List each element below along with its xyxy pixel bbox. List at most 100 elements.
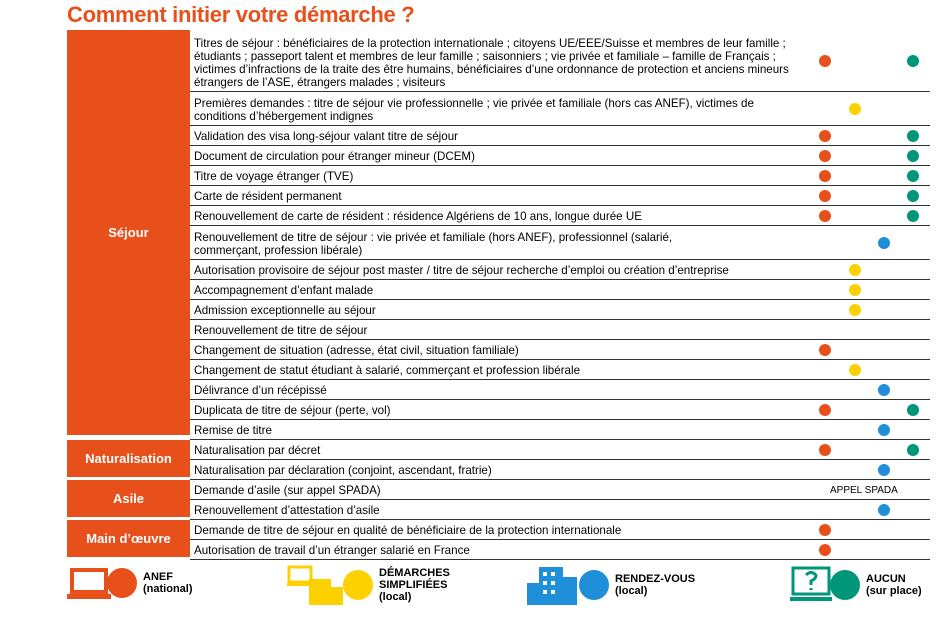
- dot: [819, 343, 831, 356]
- row: Changement de statut étudiant à salarié,…: [190, 360, 930, 380]
- row-text: Renouvellement de titre de séjour : vie …: [194, 231, 673, 257]
- legend-label: DÉMARCHES SIMPLIFIÉES: [379, 567, 450, 591]
- row: Renouvellement de titre de séjour : vie …: [190, 226, 930, 260]
- row: Renouvellement de titre de séjour: [190, 320, 930, 340]
- row-text: Renouvellement d’attestation d’asile: [194, 504, 380, 517]
- dot: [907, 209, 919, 222]
- row: Accompagnement d’enfant malade: [190, 280, 930, 300]
- legend-label: RENDEZ-VOUS: [615, 573, 696, 585]
- dot: [849, 303, 861, 316]
- question-icon: [790, 566, 832, 601]
- dot: [819, 189, 831, 202]
- row: Carte de résident permanent: [190, 186, 930, 206]
- row-text: Demande de titre de séjour en qualité de…: [194, 524, 622, 537]
- dot: [819, 54, 831, 67]
- section-label: Main d’œuvre: [67, 520, 190, 560]
- row-text: Titre de voyage étranger (TVE): [194, 170, 354, 183]
- laptop-icon: [67, 568, 111, 599]
- dot: [819, 403, 831, 416]
- row-text: Demande d’asile (sur appel SPADA): [194, 484, 381, 497]
- row-text: Renouvellement de titre de séjour: [194, 324, 368, 337]
- legend-dot: [579, 570, 609, 600]
- row: Admission exceptionnelle au séjour: [190, 300, 930, 320]
- legend-label: ANEF: [143, 571, 173, 583]
- row: Document de circulation pour étranger mi…: [190, 146, 930, 166]
- row: Duplicata de titre de séjour (perte, vol…: [190, 400, 930, 420]
- dot: [849, 102, 861, 115]
- legend-item: AUCUN (sur place): [790, 565, 945, 605]
- row: Titre de voyage étranger (TVE): [190, 166, 930, 186]
- dot: [819, 209, 831, 222]
- row-text: Naturalisation par déclaration (conjoint…: [194, 464, 492, 477]
- dot: [907, 129, 919, 142]
- legend-item: RENDEZ-VOUS (local): [527, 565, 705, 605]
- row-text: Autorisation de travail d’un étranger sa…: [194, 544, 470, 557]
- row-text: Document de circulation pour étranger mi…: [194, 150, 475, 163]
- dot: [819, 443, 831, 456]
- building-icon: [527, 567, 577, 605]
- row: Renouvellement d’attestation d’asile: [190, 500, 930, 520]
- section-label: Séjour: [67, 30, 190, 438]
- dot: [819, 169, 831, 182]
- row: Remise de titre: [190, 420, 930, 440]
- row: Naturalisation par décret: [190, 440, 930, 460]
- dot: [878, 463, 890, 476]
- section: Main d’œuvre Demande de titre de séjour …: [67, 520, 930, 560]
- section: Séjour Titres de séjour : bénéficiaires …: [67, 30, 930, 440]
- row: Demande de titre de séjour en qualité de…: [190, 520, 930, 540]
- dot: [907, 403, 919, 416]
- dot: [907, 149, 919, 162]
- row: Naturalisation par déclaration (conjoint…: [190, 460, 930, 480]
- dot: [878, 383, 890, 396]
- row-text: Changement de statut étudiant à salarié,…: [194, 364, 581, 377]
- office-icon: [287, 565, 343, 605]
- row: Renouvellement de carte de résident : ré…: [190, 206, 930, 226]
- row-text: Renouvellement de carte de résident : ré…: [194, 210, 642, 223]
- row-text: Titres de séjour : bénéficiaires de la p…: [194, 37, 789, 89]
- row-text: Accompagnement d’enfant malade: [194, 284, 374, 297]
- legend-sublabel: (local): [615, 585, 648, 597]
- legend-item: ANEF (national): [67, 565, 233, 601]
- legend-sublabel: (national): [143, 583, 193, 595]
- section: Asile Demande d’asile (sur appel SPADA) A…: [67, 480, 930, 520]
- row-text: Autorisation provisoire de séjour post m…: [194, 264, 729, 277]
- dot: [819, 129, 831, 142]
- row: Titres de séjour : bénéficiaires de la p…: [190, 30, 930, 92]
- dot: [819, 523, 831, 536]
- table: Séjour Titres de séjour : bénéficiaires …: [67, 30, 930, 560]
- legend-label: AUCUN: [866, 573, 906, 585]
- row: Autorisation provisoire de séjour post m…: [190, 260, 930, 280]
- legend-dot: [107, 568, 137, 598]
- dot: [878, 236, 890, 249]
- row-text: Changement de situation (adresse, état c…: [194, 344, 519, 357]
- dot: [878, 423, 890, 436]
- dot: [907, 169, 919, 182]
- row-text: Carte de résident permanent: [194, 190, 342, 203]
- row-text: Premières demandes : titre de séjour vie…: [194, 97, 754, 123]
- row-text: Validation des visa long-séjour valant t…: [194, 130, 459, 143]
- row-text: Délivrance d’un récépissé: [194, 384, 327, 397]
- row-note: APPEL SPADA: [830, 485, 898, 496]
- row-text: Remise de titre: [194, 424, 272, 437]
- dot: [849, 263, 861, 276]
- row: Validation des visa long-séjour valant t…: [190, 126, 930, 146]
- dot: [878, 503, 890, 516]
- row: Premières demandes : titre de séjour vie…: [190, 92, 930, 126]
- dot: [849, 363, 861, 376]
- dot: [907, 189, 919, 202]
- section-label: Asile: [67, 480, 190, 520]
- dot: [907, 54, 919, 67]
- dot: [819, 149, 831, 162]
- row-text: Duplicata de titre de séjour (perte, vol…: [194, 404, 391, 417]
- dot: [907, 443, 919, 456]
- legend-dot: [343, 570, 373, 600]
- dot: [849, 283, 861, 296]
- section: Naturalisation Naturalisation par décret…: [67, 440, 930, 480]
- row: Demande d’asile (sur appel SPADA) APPEL S…: [190, 480, 930, 500]
- row: Autorisation de travail d’un étranger sa…: [190, 540, 930, 560]
- legend-item: DÉMARCHES SIMPLIFIÉES (local): [287, 565, 469, 605]
- legend-dot: [830, 570, 860, 600]
- row-text: Naturalisation par décret: [194, 444, 321, 457]
- row-text: Admission exceptionnelle au séjour: [194, 304, 376, 317]
